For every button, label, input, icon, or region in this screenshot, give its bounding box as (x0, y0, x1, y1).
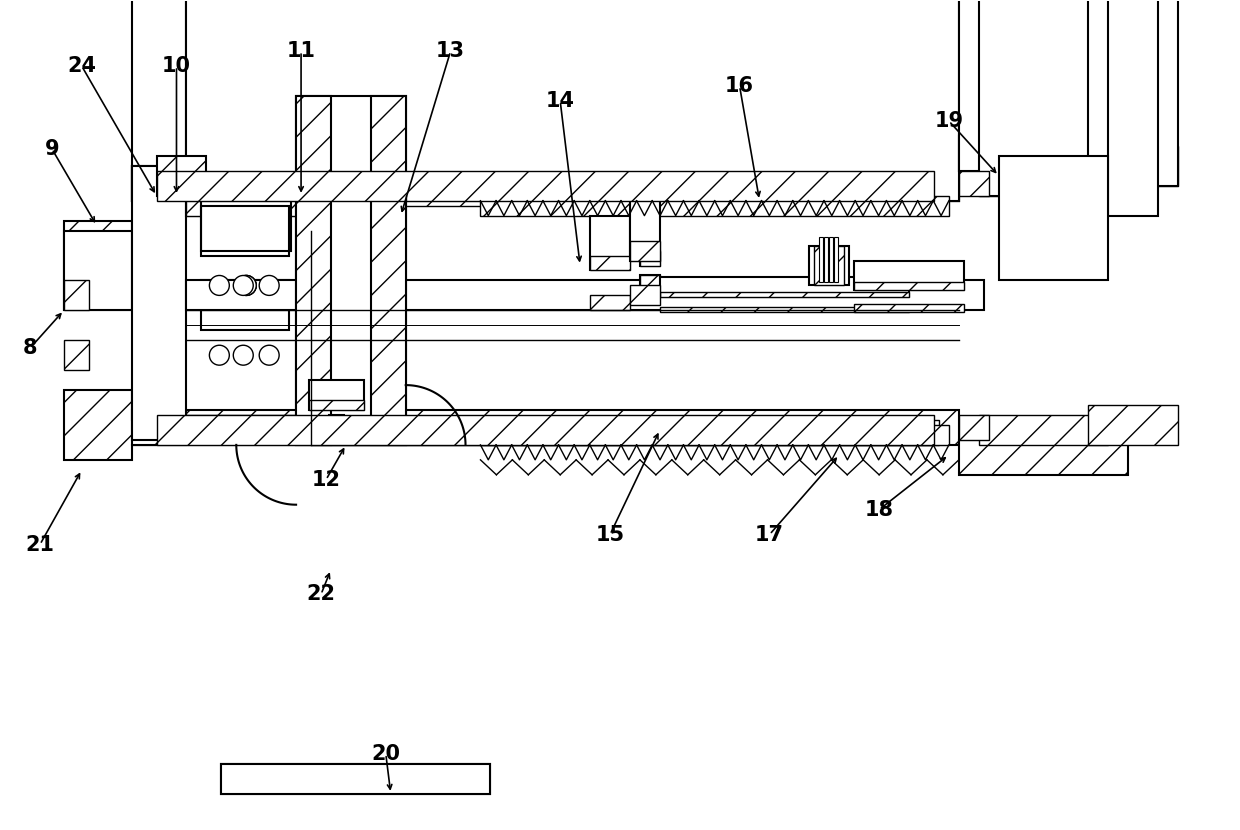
Bar (64, 231, 131, 310)
Text: 17: 17 (755, 525, 784, 544)
Bar (660, 292, 909, 297)
Polygon shape (64, 221, 156, 310)
Bar (131, 410, 186, 445)
Bar (480, 196, 949, 216)
Bar (296, 96, 331, 445)
Bar (201, 206, 289, 256)
Text: 13: 13 (436, 42, 465, 61)
Bar (660, 277, 909, 297)
Bar (131, 410, 959, 445)
Text: 11: 11 (286, 42, 315, 61)
Bar (854, 261, 963, 290)
Bar (660, 307, 909, 312)
Text: 9: 9 (45, 139, 60, 159)
Bar (825, 237, 828, 282)
Bar (221, 764, 491, 793)
Bar (640, 251, 660, 266)
Bar (854, 305, 963, 312)
Bar (640, 251, 660, 266)
Bar (998, 156, 1109, 281)
Bar (186, 281, 983, 310)
Polygon shape (64, 390, 156, 460)
Bar (835, 237, 838, 282)
Bar (131, 166, 186, 440)
Circle shape (210, 276, 229, 295)
Bar (590, 295, 630, 310)
Bar (186, 0, 306, 216)
Bar (131, 166, 959, 201)
Bar (480, 425, 949, 445)
Bar (221, 764, 491, 793)
Bar (978, 0, 1109, 196)
Bar (311, 420, 319, 428)
Bar (371, 96, 405, 445)
Circle shape (237, 276, 257, 295)
Bar (309, 400, 363, 410)
Bar (978, 166, 1109, 196)
Bar (630, 241, 660, 261)
Bar (590, 216, 630, 271)
Bar (959, 0, 1128, 171)
Bar (640, 276, 660, 290)
Bar (1089, 405, 1178, 445)
Bar (959, 136, 1128, 171)
Circle shape (237, 276, 257, 295)
Text: 16: 16 (725, 76, 754, 96)
Bar (820, 237, 823, 282)
Bar (329, 415, 343, 430)
Bar (959, 171, 988, 196)
Bar (959, 415, 988, 440)
Bar (1089, 146, 1178, 186)
Bar (309, 380, 363, 410)
Bar (64, 281, 89, 310)
Bar (156, 156, 206, 196)
Bar (311, 181, 939, 206)
Circle shape (233, 345, 253, 365)
Bar (959, 440, 1128, 475)
Text: 10: 10 (162, 56, 191, 76)
Bar (131, 166, 959, 201)
Bar (830, 237, 833, 282)
Circle shape (237, 276, 257, 295)
Text: 20: 20 (371, 744, 401, 764)
Text: 18: 18 (864, 500, 894, 520)
Text: 12: 12 (311, 470, 341, 490)
Circle shape (259, 276, 279, 295)
Text: 21: 21 (26, 535, 55, 554)
Bar (640, 276, 660, 290)
Text: 24: 24 (67, 56, 97, 76)
Text: 8: 8 (22, 338, 37, 359)
Bar (201, 281, 289, 330)
Bar (978, 415, 1109, 445)
Circle shape (210, 345, 229, 365)
Bar (600, 420, 608, 428)
Bar (630, 196, 660, 261)
Bar (131, 166, 186, 201)
Bar (1109, 0, 1158, 216)
Text: 14: 14 (546, 91, 574, 111)
Bar (186, 415, 306, 440)
Bar (311, 420, 939, 445)
Text: 15: 15 (595, 525, 625, 544)
Bar (815, 246, 844, 286)
Bar (1089, 0, 1178, 186)
Circle shape (233, 276, 253, 295)
Bar (131, 0, 959, 201)
Circle shape (259, 345, 279, 365)
Bar (630, 286, 660, 305)
Text: 22: 22 (306, 584, 336, 604)
Bar (64, 340, 89, 370)
Text: 19: 19 (934, 111, 963, 131)
Bar (810, 246, 849, 286)
Bar (156, 415, 934, 445)
Bar (156, 171, 934, 201)
Bar (590, 256, 630, 271)
Bar (186, 191, 306, 216)
Bar (296, 96, 405, 445)
Bar (186, 0, 959, 201)
Bar (854, 282, 963, 290)
Bar (201, 171, 291, 251)
